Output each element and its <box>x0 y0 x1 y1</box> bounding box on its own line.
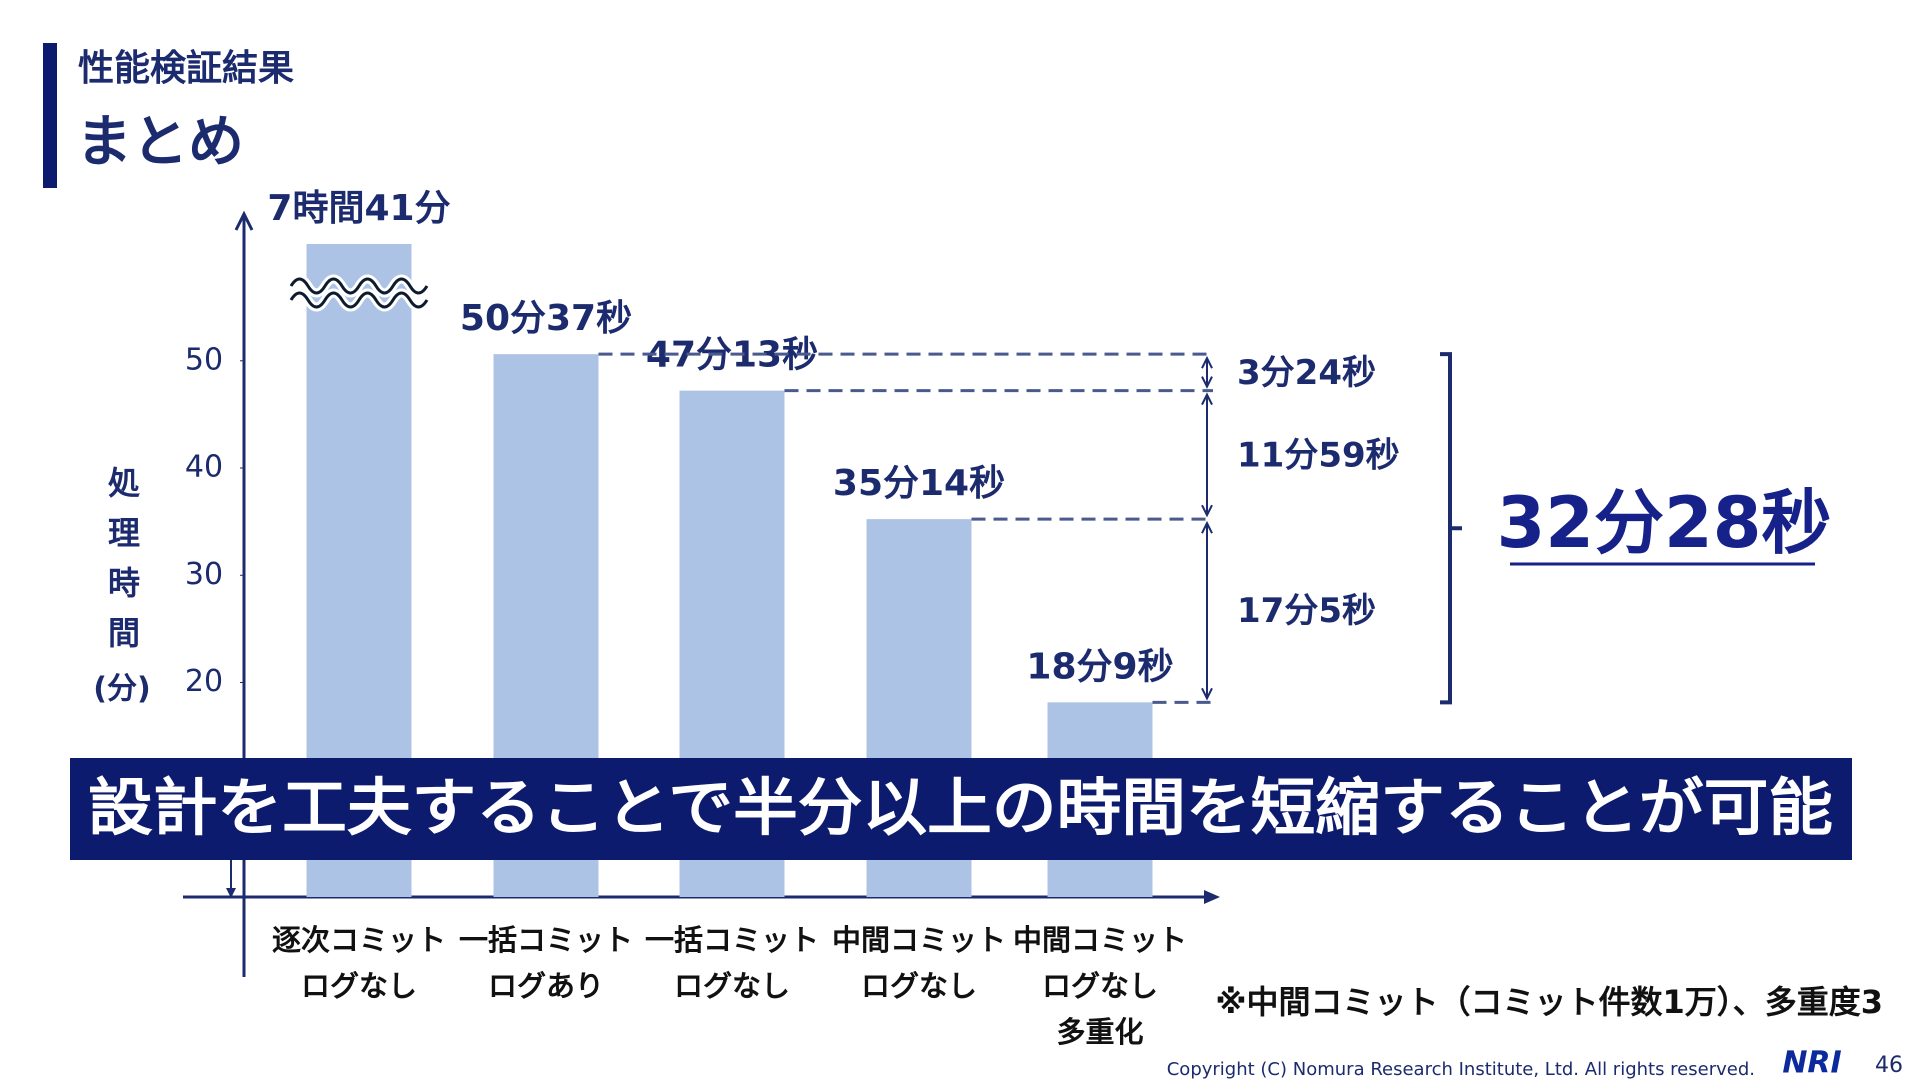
x-tick-label: 多重化 <box>1056 1015 1143 1049</box>
diff-label: 11分59秒 <box>1237 435 1400 475</box>
break-arrow-head <box>226 888 236 898</box>
y-tick-label: 30 <box>185 557 223 592</box>
x-tick-label: ログなし <box>301 969 417 1003</box>
banner <box>70 758 1852 860</box>
x-tick-label: 中間コミット <box>832 923 1006 957</box>
section-title: 性能検証結果 <box>78 48 294 89</box>
y-axis-arrow <box>234 210 254 231</box>
page-number: 46 <box>1875 1053 1903 1078</box>
x-tick-label: 中間コミット <box>1013 923 1187 957</box>
value-label: 35分14秒 <box>833 463 1005 504</box>
banner-text: 設計を工夫することで半分以上の時間を短縮することが可能 <box>88 771 1833 844</box>
y-tick-label: 40 <box>185 450 223 485</box>
total-label: 32分28秒 <box>1497 482 1832 564</box>
x-tick-label: ログなし <box>861 969 977 1003</box>
break-wave <box>289 277 429 295</box>
y-axis-unit: (分) <box>93 672 150 707</box>
break-wave <box>289 291 429 309</box>
diff-arrow-head <box>1201 392 1213 518</box>
diff-arrow-head <box>1201 355 1213 389</box>
footnote: ※中間コミット（コミット件数1万）、多重度3 <box>1215 983 1883 1021</box>
x-tick-label: 一括コミット <box>645 923 819 957</box>
value-label: 50分37秒 <box>460 298 632 339</box>
bracket <box>1440 352 1462 705</box>
header-bar <box>43 43 57 188</box>
copyright: Copyright (C) Nomura Research Institute,… <box>1167 1059 1755 1080</box>
x-tick-label: 逐次コミット <box>272 923 446 957</box>
logo: NRI <box>1782 1046 1841 1080</box>
x-tick-label: ログなし <box>1042 969 1158 1003</box>
x-tick-label: ログあり <box>488 969 604 1003</box>
y-tick-label: 50 <box>185 342 223 377</box>
x-tick-label: 一括コミット <box>459 923 633 957</box>
value-label: 18分9秒 <box>1026 646 1173 687</box>
y-tick-label: 20 <box>185 664 223 699</box>
y-axis-label: 処理時間 <box>103 466 141 666</box>
diff-label: 17分5秒 <box>1237 591 1376 631</box>
x-tick-label: ログなし <box>674 969 790 1003</box>
diff-label: 3分24秒 <box>1237 353 1376 393</box>
slide-title: まとめ <box>76 110 244 175</box>
x-axis-arrow <box>1204 890 1220 904</box>
diff-arrow-head <box>1201 520 1213 701</box>
value-label: 7時間41分 <box>267 188 450 229</box>
